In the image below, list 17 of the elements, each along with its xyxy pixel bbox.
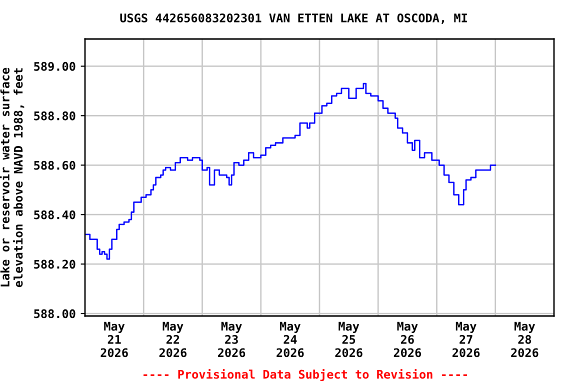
x-tick-label: May 28 2026 [511, 322, 538, 358]
x-tick-label: May 22 2026 [159, 322, 187, 358]
x-tick-label: May 26 2026 [394, 322, 422, 358]
x-tick-label: May 24 2026 [276, 322, 304, 358]
x-tick-label: May 23 2026 [218, 322, 246, 358]
y-tick-label: 588.20 [34, 260, 76, 269]
y-tick-label: 588.40 [34, 210, 76, 220]
x-tick-label: May 27 2026 [452, 322, 480, 358]
y-tick-label: 589.00 [34, 62, 76, 71]
y-tick-label: 588.60 [34, 160, 76, 170]
y-tick-label: 588.80 [34, 111, 76, 120]
chart-title: USGS 442656083202301 VAN ETTEN LAKE AT OSCODA, MI [120, 13, 467, 24]
text: ---- Provisional Data Subject to Revision ---- [144, 368, 468, 382]
y-axis-title: Lake or reservoir water surface elevation above NAVD 1988, feet [0, 68, 24, 288]
x-tick-label: May 21 2026 [100, 322, 128, 358]
x-tick-label: May 25 2026 [335, 322, 362, 358]
y-tick-label: 588.00 [34, 309, 76, 318]
